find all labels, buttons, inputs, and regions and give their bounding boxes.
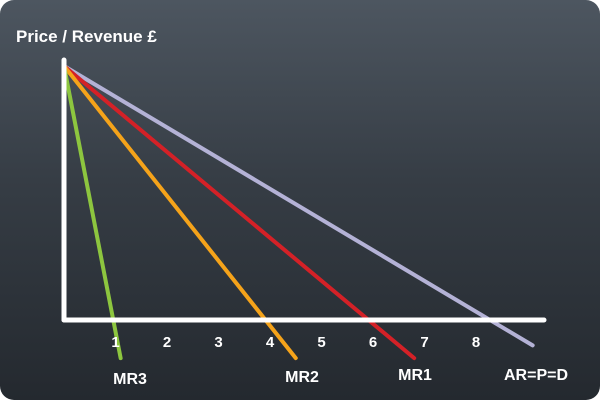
- curve-mr1: [62, 64, 417, 361]
- x-tick-4: 4: [266, 334, 275, 351]
- curve-label-mr2: MR2: [285, 369, 319, 386]
- curves-layer: [62, 64, 535, 361]
- curve-ar-p-d: [62, 64, 535, 348]
- x-tick-1: 1: [111, 334, 119, 351]
- x-tick-7: 7: [420, 334, 428, 351]
- curve-mr2: [62, 64, 298, 361]
- curve-label-mr3: MR3: [113, 371, 147, 388]
- x-tick-5: 5: [317, 334, 325, 351]
- x-tick-8: 8: [472, 334, 480, 351]
- curve-label-ar-p-d: AR=P=D: [504, 367, 568, 384]
- curve-label-mr1: MR1: [398, 367, 432, 384]
- x-tick-3: 3: [214, 334, 222, 351]
- x-tick-2: 2: [163, 334, 171, 351]
- x-tick-labels: 1 2 3 4 5 6 7 8: [111, 334, 480, 351]
- y-axis-label: Price / Revenue £: [16, 27, 157, 46]
- curve-mr3: [62, 64, 123, 361]
- x-tick-6: 6: [369, 334, 377, 351]
- curve-labels: AR=P=D MR1 MR2 MR3: [113, 367, 568, 388]
